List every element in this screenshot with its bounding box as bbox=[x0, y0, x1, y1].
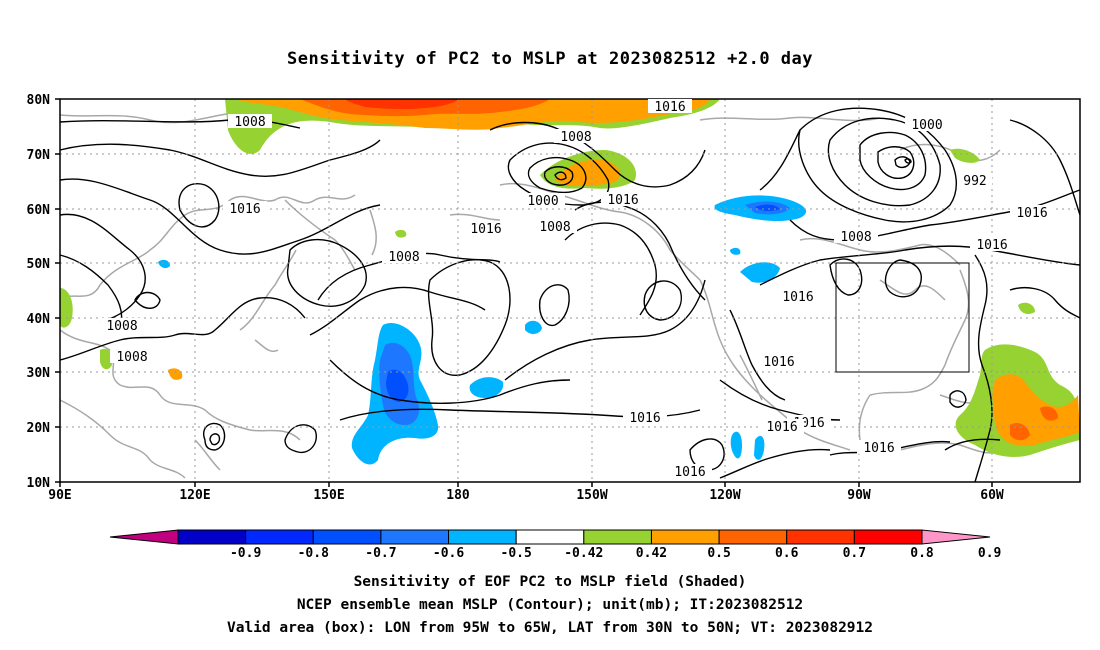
lat-label: 70N bbox=[27, 148, 51, 163]
lon-label: 60W bbox=[980, 488, 1004, 503]
colorbar-swatch bbox=[177, 529, 247, 545]
colorbar-label: -0.9 bbox=[230, 546, 261, 561]
contour-label: 1000 bbox=[527, 194, 558, 209]
lon-label: 180 bbox=[446, 488, 470, 503]
lon-label: 90W bbox=[847, 488, 871, 503]
contour-label: 1016 bbox=[629, 411, 660, 426]
lat-label: 30N bbox=[27, 366, 51, 381]
contour-label: 1016 bbox=[654, 100, 685, 115]
colorbar-swatch bbox=[786, 529, 855, 545]
contour-label: 1016 bbox=[766, 420, 797, 435]
colorbar-label: 0.7 bbox=[843, 546, 866, 561]
lat-label: 60N bbox=[27, 203, 51, 218]
contour-label: 1016 bbox=[607, 193, 638, 208]
colorbar-label: -0.8 bbox=[298, 546, 329, 561]
caption-valid-area: Valid area (box): LON from 95W to 65W, L… bbox=[226, 620, 873, 636]
contour-label: 1008 bbox=[106, 319, 137, 334]
colorbar-swatch bbox=[853, 529, 923, 545]
lon-labels: 90E 120E 150E 180 150W 120W 90W 60W bbox=[48, 488, 1004, 503]
axis-ticks bbox=[55, 98, 993, 487]
colorbar-label: 0.9 bbox=[978, 546, 1001, 561]
colorbar-swatch bbox=[448, 529, 517, 545]
caption-shaded: Sensitivity of EOF PC2 to MSLP field (Sh… bbox=[353, 574, 747, 590]
contour-label: 1016 bbox=[1016, 206, 1047, 221]
contour-label: 1008 bbox=[840, 230, 871, 245]
contour-label: 1008 bbox=[116, 350, 147, 365]
lat-label: 20N bbox=[27, 421, 51, 436]
lat-label: 10N bbox=[27, 476, 51, 491]
colorbar-label: -0.42 bbox=[564, 546, 603, 561]
contour-label: 1008 bbox=[388, 250, 419, 265]
colorbar-swatch bbox=[380, 529, 450, 545]
colorbar-swatch bbox=[312, 529, 382, 545]
colorbar-min-arrow bbox=[109, 529, 179, 545]
lat-label: 50N bbox=[27, 257, 51, 272]
contour-label: 1000 bbox=[911, 118, 942, 133]
graticule bbox=[60, 99, 1080, 482]
contour-labels: 1016 1008 1008 1000 1008 1016 1016 1016 … bbox=[100, 99, 1054, 480]
caption-contour: NCEP ensemble mean MSLP (Contour); unit(… bbox=[296, 597, 804, 613]
lat-labels: 80N 70N 60N 50N 40N 30N 20N 10N bbox=[27, 93, 51, 491]
contour-label: 1016 bbox=[229, 202, 260, 217]
contour-label: 1016 bbox=[763, 355, 794, 370]
lon-label: 150W bbox=[576, 488, 607, 503]
lon-label: 90E bbox=[48, 488, 71, 503]
colorbar-label: 0.5 bbox=[707, 546, 730, 561]
lon-label: 150E bbox=[313, 488, 344, 503]
sensitivity-shading bbox=[60, 99, 1080, 465]
contour-label: 992 bbox=[963, 174, 986, 189]
colorbar-label: 0.8 bbox=[910, 546, 934, 561]
chart-title: Sensitivity of PC2 to MSLP at 2023082512… bbox=[286, 49, 813, 69]
colorbar-swatch bbox=[650, 529, 720, 545]
colorbar-label: 0.6 bbox=[775, 546, 799, 561]
colorbar-label: -0.7 bbox=[365, 546, 396, 561]
map-frame bbox=[59, 98, 1081, 483]
colorbar-max-arrow bbox=[921, 529, 991, 545]
contour-label: 1008 bbox=[539, 220, 570, 235]
colorbar-swatch bbox=[583, 529, 652, 545]
colorbar-swatch bbox=[515, 529, 585, 545]
contour-label: 1016 bbox=[470, 222, 501, 237]
colorbar-label: -0.6 bbox=[433, 546, 464, 561]
colorbar-labels: -0.9 -0.8 -0.7 -0.6 -0.5 -0.42 0.42 0.5 0.6 0.7 0.… bbox=[230, 546, 1001, 561]
lon-label: 120E bbox=[179, 488, 210, 503]
contour-label: 1008 bbox=[234, 115, 265, 130]
lat-label: 40N bbox=[27, 312, 51, 327]
colorbar bbox=[109, 529, 991, 545]
colorbar-label: 0.42 bbox=[636, 546, 667, 561]
contour-label: 1016 bbox=[782, 290, 813, 305]
colorbar-swatch bbox=[245, 529, 314, 545]
colorbar-swatch bbox=[718, 529, 788, 545]
contour-label: 1016 bbox=[674, 465, 705, 480]
lon-label: 120W bbox=[709, 488, 740, 503]
contour-label: 1016 bbox=[863, 441, 894, 456]
contour-label: 1016 bbox=[976, 238, 1007, 253]
valid-area-box bbox=[835, 262, 970, 373]
colorbar-label: -0.5 bbox=[501, 546, 532, 561]
lat-label: 80N bbox=[27, 93, 51, 108]
contour-label: 1008 bbox=[560, 130, 591, 145]
